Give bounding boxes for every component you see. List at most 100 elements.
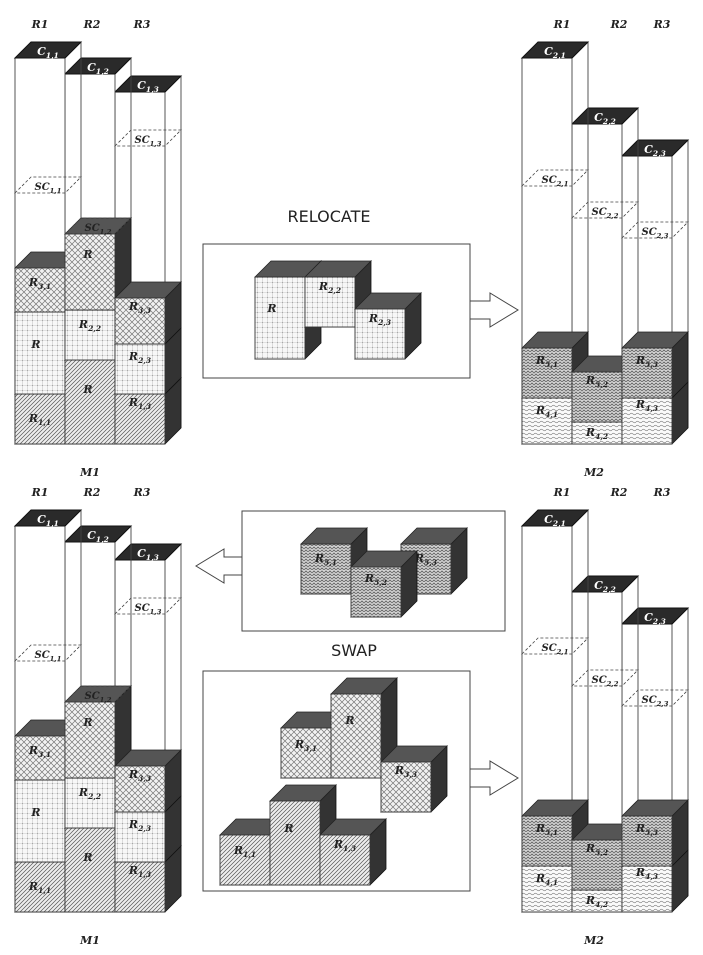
soft-capacity-plane <box>64 217 132 235</box>
block-front <box>304 276 356 328</box>
block-front <box>521 815 573 867</box>
block-r33 <box>113 749 182 813</box>
machine-m1-bottom: R1 R2 R3C1,3C1,2C1,1SC1,3SC1,1R1,1RR3,1RR2… <box>13 486 183 947</box>
label-sc11: SC1,1 <box>34 182 61 195</box>
block-r11 <box>14 845 82 913</box>
label-r: R <box>82 716 92 729</box>
block-front <box>350 566 402 618</box>
label-c21: C2,1 <box>544 513 566 528</box>
label-subscript: 2,3 <box>656 232 669 240</box>
label-subscript: 1,1 <box>243 850 256 859</box>
machine-label-m2: M2 <box>583 934 604 947</box>
soft-capacity-sc21: SC2,1 <box>521 637 589 656</box>
label-subscript: 2,2 <box>87 792 101 801</box>
block-front <box>64 359 116 445</box>
label-r: R <box>283 822 293 835</box>
label-c13: C1,3 <box>137 79 159 94</box>
label-main: R <box>585 426 595 439</box>
label-main: R <box>283 822 293 835</box>
block-front <box>621 347 673 399</box>
label-r: R <box>30 806 40 819</box>
label-subscript: 4,2 <box>595 900 608 909</box>
block-r41 <box>520 381 589 445</box>
label-subscript: 2,3 <box>137 356 151 365</box>
title-swap: SWAP <box>331 641 377 660</box>
label-main: R <box>28 880 38 893</box>
label-main: C <box>137 79 146 92</box>
label-main: R <box>585 842 595 855</box>
machine-m2-top: R1 R2 R3C2,3C2,2C2,1SC2,3SC2,2SC2,1R4,1R5,… <box>520 18 690 479</box>
label-main: R <box>535 872 545 885</box>
label-r: R <box>344 714 354 727</box>
label-r41: R4,1 <box>535 872 558 887</box>
label-subscript: 2,1 <box>552 51 566 60</box>
label-sc12: SC1,2 <box>84 223 111 236</box>
header-r2: R2 <box>610 18 628 31</box>
label-r: R <box>30 338 40 351</box>
block-front <box>64 309 116 361</box>
label-subscript: 5,2 <box>595 380 608 389</box>
label-subscript: 1,1 <box>38 886 51 895</box>
label-r11: R1,1 <box>28 880 51 895</box>
label-subscript: 2,3 <box>652 617 666 626</box>
label-subscript: 2,2 <box>602 117 616 126</box>
column-cap <box>113 543 183 561</box>
swap-block-r13 <box>319 818 387 886</box>
label-main: C <box>37 45 46 58</box>
column-cap <box>570 107 640 125</box>
swap-block-r53 <box>400 527 468 595</box>
soft-capacity-plane <box>571 669 639 687</box>
label-main: SC <box>591 207 606 218</box>
label-main: SC <box>541 643 556 654</box>
label-r31: R3,1 <box>28 744 51 759</box>
label-subscript: 3,3 <box>138 774 151 783</box>
label-r: R <box>82 248 92 261</box>
header-r1: R1 <box>553 486 571 499</box>
block-r51 <box>521 799 589 867</box>
label-r23: R2,3 <box>368 312 391 327</box>
label-main: SC <box>134 603 149 614</box>
label-main: R <box>128 300 138 313</box>
label-subscript: 1,1 <box>46 519 59 528</box>
label-r22: R2,2 <box>78 786 101 801</box>
block-front <box>269 800 321 886</box>
block-front <box>219 834 271 886</box>
label-r: R <box>82 383 92 396</box>
label-subscript: 5,3 <box>645 828 658 837</box>
block-front <box>300 543 352 595</box>
column-cap <box>63 57 133 75</box>
label-main: SC <box>84 691 99 702</box>
block-front <box>254 276 306 360</box>
header-r2: R2 <box>83 486 101 499</box>
label-c11: C1,1 <box>37 45 59 60</box>
soft-capacity-sc22: SC2,2 <box>571 201 639 220</box>
label-sc22: SC2,2 <box>591 207 618 220</box>
label-r22: R2,2 <box>78 318 101 333</box>
label-subscript: 5,1 <box>324 558 337 567</box>
label-main: R <box>635 822 645 835</box>
soft-capacity-plane <box>621 689 689 707</box>
label-main: R <box>635 354 645 367</box>
block-r-moving <box>14 763 82 863</box>
block-r53 <box>621 799 689 867</box>
swap-block-r33 <box>380 745 448 813</box>
label-main: R <box>535 404 545 417</box>
block-r33 <box>113 281 182 345</box>
label-main: R <box>78 786 88 799</box>
label-r11: R1,1 <box>28 412 51 427</box>
label-main: R <box>535 354 545 367</box>
label-subscript: 1,3 <box>150 140 162 148</box>
label-main: R <box>364 572 374 585</box>
label-c22: C2,2 <box>594 579 616 594</box>
header-r1: R1 <box>553 18 571 31</box>
label-subscript: 1,2 <box>96 535 109 544</box>
column-cap <box>520 509 590 527</box>
header-r3: R3 <box>133 486 151 499</box>
label-r42: R4,2 <box>585 426 608 441</box>
block-r43 <box>620 381 689 445</box>
label-r: R <box>266 302 276 315</box>
block-front <box>621 865 673 913</box>
soft-capacity-plane <box>621 221 689 239</box>
label-r31: R3,1 <box>294 738 317 753</box>
